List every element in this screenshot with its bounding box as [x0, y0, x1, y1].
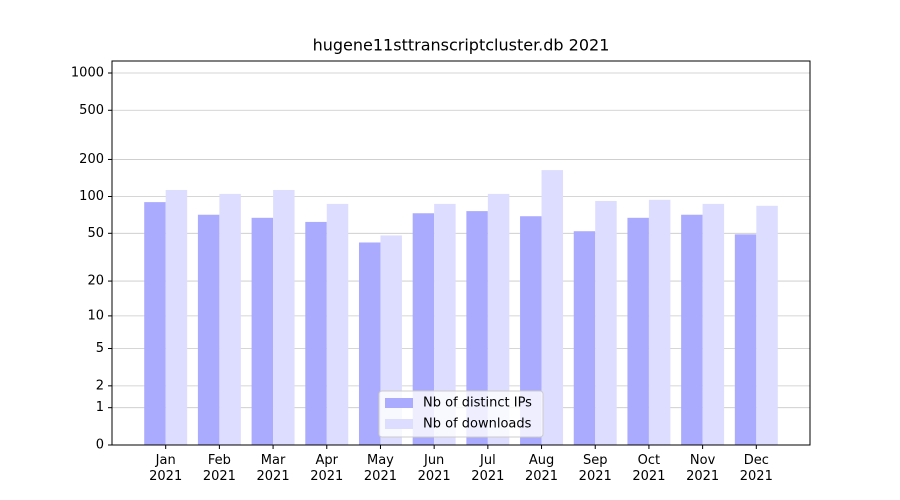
y-tick-label: 1000 — [71, 66, 104, 81]
bar — [434, 203, 456, 445]
bar — [466, 211, 488, 445]
y-tick-label: 20 — [87, 274, 104, 289]
y-tick-label: 1 — [96, 400, 104, 415]
bar — [144, 202, 166, 445]
legend-swatch — [385, 419, 413, 429]
x-tick-label: Feb 2021 — [202, 453, 236, 484]
bar — [273, 189, 295, 445]
bar — [595, 200, 617, 445]
bar — [165, 189, 188, 445]
bar — [734, 234, 757, 445]
y-tick-label: 10 — [87, 308, 104, 323]
legend-label: Nb of distinct IPs — [423, 396, 532, 411]
bar — [487, 193, 510, 445]
bar — [756, 205, 778, 445]
bar — [627, 217, 649, 445]
legend-box — [378, 390, 544, 438]
x-tick-label: Aug 2021 — [524, 453, 559, 484]
bar — [219, 193, 241, 445]
x-tick-label: May 2021 — [363, 453, 397, 484]
bar — [305, 221, 327, 445]
chart-title: hugene11sttranscriptcluster.db 2021 — [313, 36, 610, 55]
x-tick-label: Jul 2021 — [471, 453, 505, 484]
plot-frame — [111, 60, 811, 446]
bar — [648, 199, 671, 445]
y-tick-label: 50 — [87, 226, 104, 241]
x-tick-label: Dec 2021 — [739, 453, 773, 484]
bar — [197, 214, 220, 445]
x-tick-label: Jan 2021 — [149, 453, 183, 484]
bar — [681, 214, 703, 445]
bar — [702, 203, 725, 445]
bar — [358, 242, 381, 445]
y-tick-label: 100 — [79, 189, 104, 204]
bar — [541, 170, 564, 445]
bar — [573, 231, 596, 445]
y-tick-label: 200 — [79, 152, 104, 167]
x-tick-label: Apr 2021 — [310, 453, 344, 484]
y-tick-label: 0 — [96, 438, 104, 453]
x-tick-label: Sep 2021 — [578, 453, 612, 484]
bar — [326, 203, 349, 445]
y-tick-label: 500 — [79, 103, 104, 118]
y-tick-label: 2 — [96, 378, 104, 393]
bar — [251, 217, 274, 445]
x-tick-label: Oct 2021 — [632, 453, 666, 484]
y-tick-label: 5 — [96, 341, 104, 356]
legend-label: Nb of downloads — [423, 417, 532, 432]
bar — [520, 216, 542, 445]
x-tick-label: Mar 2021 — [256, 453, 290, 484]
legend-swatch — [385, 398, 413, 408]
bar — [412, 213, 435, 445]
x-tick-label: Jun 2021 — [417, 453, 451, 484]
x-tick-label: Nov 2021 — [686, 453, 720, 484]
